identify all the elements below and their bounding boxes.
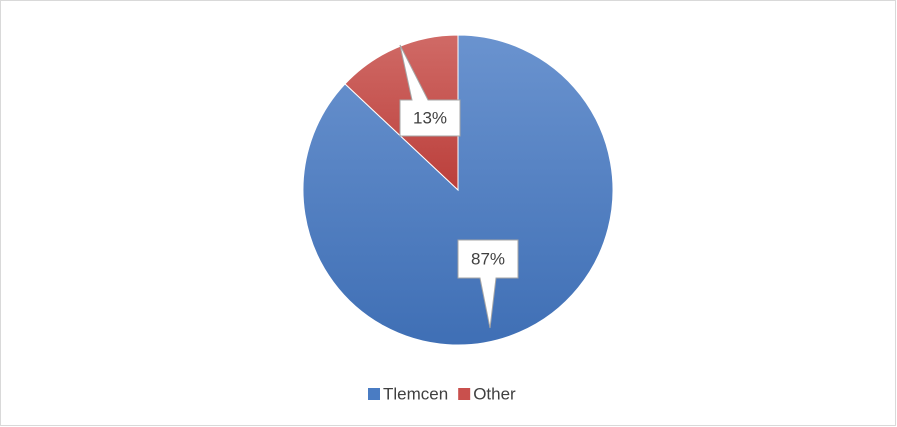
legend-swatch bbox=[368, 388, 380, 400]
legend-swatch bbox=[458, 388, 471, 400]
data-label-callout bbox=[399, 44, 461, 137]
legend-label: Tlemcen bbox=[383, 384, 448, 403]
legend-label: Other bbox=[473, 384, 516, 403]
data-label-callout bbox=[457, 239, 519, 329]
data-label: 87% bbox=[471, 249, 505, 268]
data-label: 13% bbox=[413, 108, 447, 127]
